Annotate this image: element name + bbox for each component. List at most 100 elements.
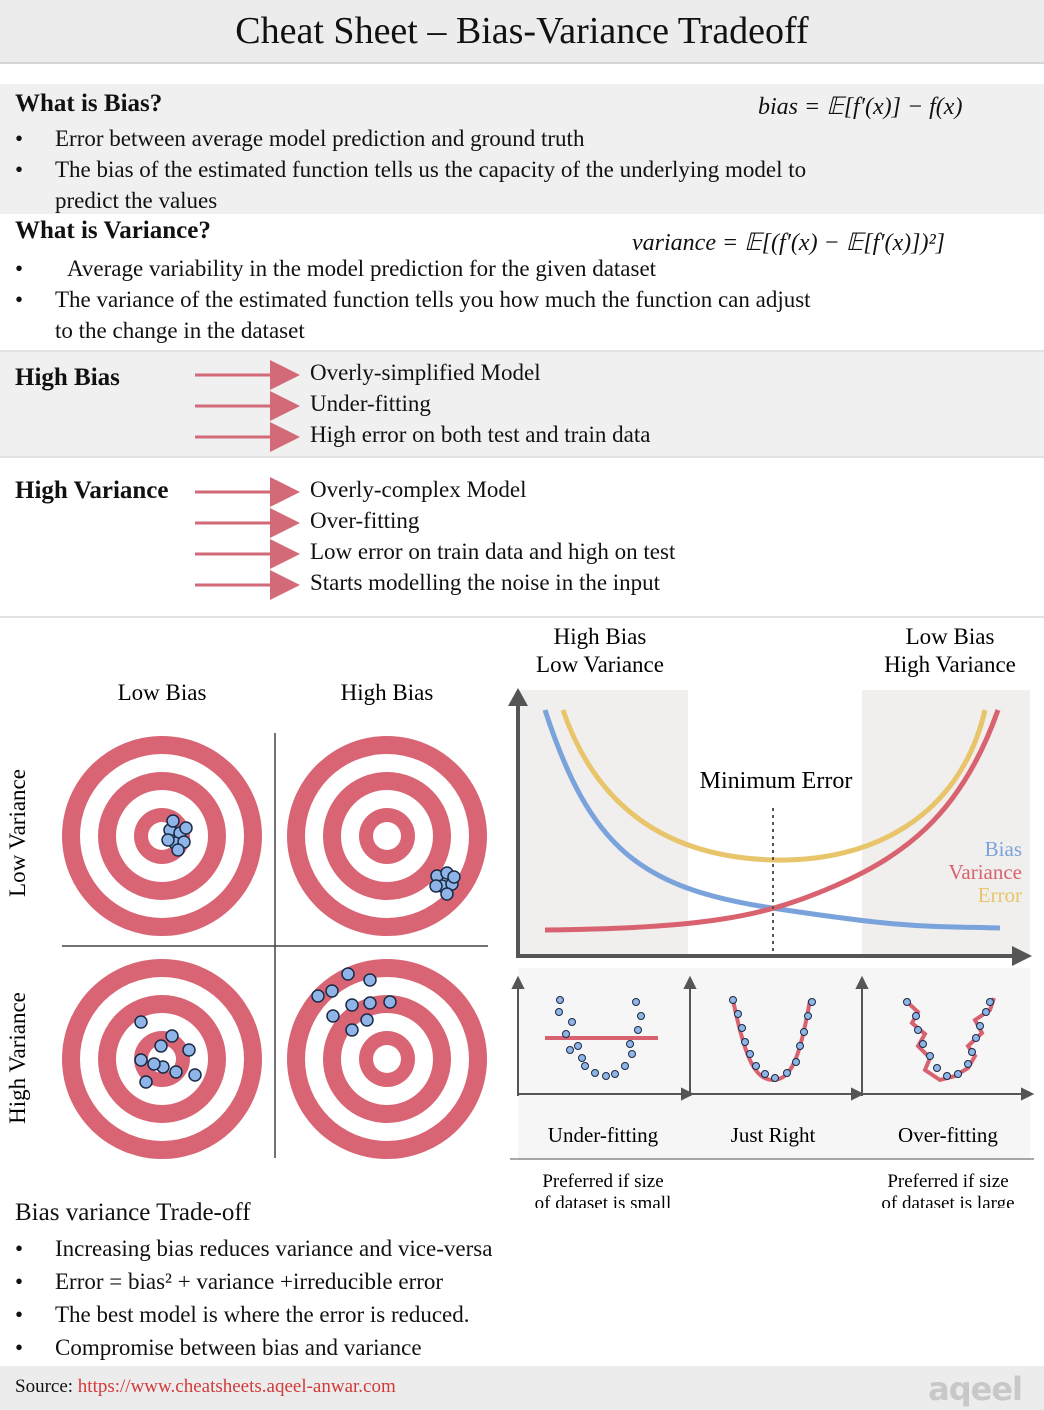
fit-point: [926, 1052, 934, 1060]
high-variance-item-2: Over-fitting: [310, 508, 420, 533]
fit-point: [968, 1048, 976, 1056]
shot-point: [360, 1013, 374, 1027]
fit-point: [982, 1008, 990, 1016]
fit-point: [792, 1058, 800, 1066]
bias-section: [0, 84, 1044, 214]
bias-heading: What is Bias?: [15, 90, 163, 117]
high-variance-label: High Variance: [15, 477, 169, 504]
bias-formula: bias = 𝔼[f′(x)] − f(x): [758, 94, 963, 120]
fit-point: [741, 1038, 749, 1046]
chart-left-label-1: High Bias: [554, 624, 647, 649]
fit-point: [621, 1062, 629, 1070]
shot-point: [139, 1075, 153, 1089]
fit-point: [574, 1042, 582, 1050]
shot-point: [179, 821, 193, 835]
bias-curve: [542, 709, 1001, 931]
target-row-high-variance: High Variance: [5, 992, 30, 1124]
targets-group: [62, 736, 487, 1159]
shot-point: [154, 1039, 168, 1053]
source-link[interactable]: https://www.cheatsheets.aqeel-anwar.com: [77, 1376, 396, 1397]
tradeoff-heading: Bias variance Trade-off: [15, 1199, 251, 1226]
chart-x-arrow-icon: [1012, 946, 1032, 966]
variance-formula: variance = 𝔼[(f′(x) − 𝔼[f′(x)])²]: [632, 230, 946, 256]
shot-point: [134, 1053, 148, 1067]
chart-right-label-2: High Variance: [884, 652, 1016, 677]
pref-small-1: Preferred if size: [542, 1171, 663, 1192]
footer-source: Source: https://www.cheatsheets.aqeel-an…: [15, 1376, 396, 1398]
fit-point: [626, 1040, 634, 1048]
fit-under-label: Under-fitting: [548, 1123, 659, 1147]
high-variance-region: [862, 690, 1030, 958]
high-variance-item-4: Starts modelling the noise in the input: [310, 570, 661, 595]
source-label: Source:: [15, 1376, 74, 1397]
fit-point: [637, 1012, 645, 1020]
fit-point: [568, 1018, 576, 1026]
high-variance-item-3: Low error on train data and high on test: [310, 539, 676, 564]
high-bias-section: [0, 352, 1044, 456]
target-col-high-bias: High Bias: [341, 680, 434, 705]
divider: [0, 616, 1044, 618]
high-bias-label: High Bias: [15, 364, 120, 391]
shot-point: [165, 1029, 179, 1043]
shot-point: [311, 989, 325, 1003]
fit-point: [914, 1026, 922, 1034]
target-high-bias-low-variance: [287, 736, 487, 936]
shot-point: [182, 1043, 196, 1057]
target-low-bias-low-variance: [62, 736, 262, 936]
fit-point: [808, 998, 816, 1006]
target-col-low-bias: Low Bias: [118, 680, 207, 705]
high-variance-item-1: Overly-complex Model: [310, 477, 527, 502]
chart-right-label-1: Low Bias: [906, 624, 995, 649]
divider: [0, 350, 1044, 352]
fit-point: [761, 1070, 769, 1078]
shot-point: [169, 1065, 183, 1079]
fit-point: [734, 1010, 742, 1018]
shot-point: [166, 814, 180, 828]
fit-point: [933, 1064, 941, 1072]
target-high-bias-high-variance: [287, 959, 487, 1159]
high-bias-item-2: Under-fitting: [310, 391, 431, 416]
shot-point: [363, 996, 377, 1010]
shot-point: [326, 1009, 340, 1023]
fit-point: [912, 1012, 920, 1020]
fit-point: [562, 1030, 570, 1038]
fit-point: [591, 1069, 599, 1077]
fit-point: [628, 1050, 636, 1058]
chart-left-label-2: Low Variance: [536, 652, 664, 677]
pref-large-1: Preferred if size: [887, 1171, 1008, 1192]
target-ring: [373, 1045, 401, 1073]
shot-point: [147, 1057, 161, 1071]
divider: [0, 456, 1044, 458]
fit-point: [581, 1062, 589, 1070]
shot-point: [345, 1023, 359, 1037]
shot-point: [383, 995, 397, 1009]
fit-point: [986, 998, 994, 1006]
fit-point: [783, 1069, 791, 1077]
fit-point: [954, 1070, 962, 1078]
fit-point: [800, 1028, 808, 1036]
fit-point: [611, 1070, 619, 1078]
shot-point: [345, 998, 359, 1012]
page-title: Cheat Sheet – Bias-Variance Tradeoff: [0, 0, 1044, 64]
fit-point: [556, 996, 564, 1004]
footer: Source: https://www.cheatsheets.aqeel-an…: [0, 1366, 1044, 1410]
fit-point: [555, 1008, 563, 1016]
fit-point: [729, 996, 737, 1004]
fit-point: [804, 1012, 812, 1020]
shot-point: [341, 967, 355, 981]
shot-point: [325, 984, 339, 998]
target-low-bias-high-variance: [62, 959, 262, 1159]
shot-point: [447, 870, 461, 884]
shot-point: [429, 879, 443, 893]
fit-point: [771, 1074, 779, 1082]
fit-point: [943, 1072, 951, 1080]
variance-curve: [544, 709, 1001, 933]
fit-point: [964, 1060, 972, 1068]
fit-point: [746, 1050, 754, 1058]
fit-point: [602, 1072, 610, 1080]
fit-just-label: Just Right: [731, 1123, 816, 1147]
fit-point: [632, 998, 640, 1006]
fit-points-group: [555, 996, 994, 1082]
fit-panel-axes: [511, 975, 1035, 1101]
legend-variance: Variance: [949, 860, 1022, 884]
